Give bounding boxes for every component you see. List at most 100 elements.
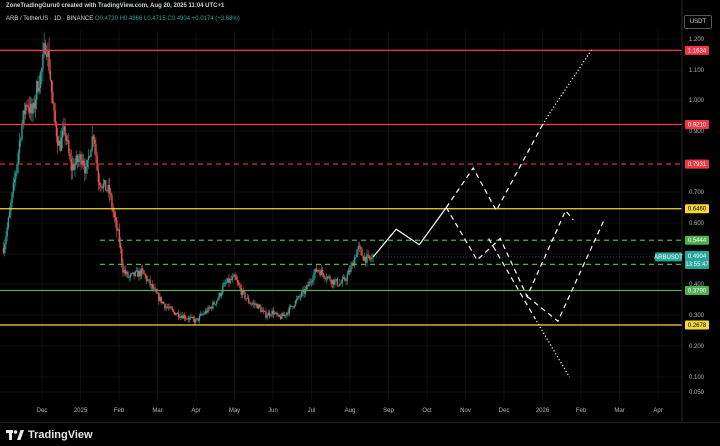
- candle-body: [185, 318, 187, 320]
- candle-body: [118, 229, 121, 243]
- candle-body: [74, 163, 76, 170]
- candle-body: [57, 136, 59, 146]
- candle-body: [42, 53, 44, 70]
- candle-body: [24, 104, 27, 115]
- candle-body: [61, 130, 64, 138]
- candle-body: [261, 310, 263, 313]
- candle-body: [55, 123, 58, 137]
- candle-body: [190, 317, 192, 319]
- candle-body: [52, 91, 54, 104]
- high-value: H0.4966: [119, 16, 143, 22]
- candle-body: [372, 254, 374, 258]
- candle-body: [91, 136, 93, 150]
- x-tick-label: 2025: [74, 408, 88, 414]
- candle-body: [112, 207, 114, 213]
- candle-body: [68, 140, 70, 153]
- candle-body: [234, 274, 236, 278]
- candle-body: [368, 255, 371, 259]
- candle-body: [180, 315, 182, 318]
- candle-body: [107, 185, 109, 191]
- candle-body: [34, 99, 37, 109]
- x-tick-label: Oct: [422, 408, 432, 414]
- candle-body: [202, 313, 204, 315]
- candle-body: [194, 319, 197, 323]
- candle-body: [358, 246, 361, 248]
- candle-body: [204, 310, 207, 314]
- candle-body: [292, 306, 294, 308]
- candle-body: [218, 293, 220, 299]
- projection-path: [488, 238, 536, 319]
- x-tick-label: Mar: [614, 408, 624, 414]
- candle-body: [267, 312, 270, 316]
- candle-body: [43, 43, 45, 54]
- candle-body: [95, 143, 97, 156]
- candle-body: [100, 184, 102, 188]
- candle-body: [86, 160, 88, 167]
- candle-body: [135, 270, 138, 272]
- candle-body: [116, 220, 118, 231]
- candle-body: [97, 170, 100, 182]
- candle-body: [47, 49, 49, 57]
- level-price-label: 0.5444: [688, 238, 707, 244]
- candle-body: [291, 305, 293, 307]
- level-price-label: 0.9210: [688, 122, 707, 128]
- candle-body: [278, 314, 281, 317]
- candle-body: [360, 247, 362, 250]
- y-tick-label: 0.050: [689, 390, 705, 396]
- candle-body: [48, 49, 50, 71]
- candle-body: [84, 165, 86, 174]
- candle-body: [50, 79, 53, 92]
- projection-path: [534, 317, 570, 378]
- projection-path: [445, 124, 544, 212]
- candle-body: [134, 271, 137, 277]
- candle-body: [319, 271, 321, 276]
- x-tick-label: Dec: [499, 408, 510, 414]
- candle-body: [348, 270, 351, 272]
- candle-body: [199, 314, 202, 316]
- level-price-label: 0.7931: [688, 162, 707, 168]
- candle-body: [268, 312, 271, 316]
- candle-body: [11, 192, 13, 204]
- candle-body: [71, 164, 74, 171]
- candle-body: [160, 296, 162, 303]
- candle-body: [80, 154, 82, 165]
- candle-body: [138, 270, 140, 277]
- symbol-tag-label: ARBUSDT: [654, 255, 683, 261]
- candle-body: [206, 310, 208, 313]
- candle-body: [127, 271, 129, 278]
- candle-body: [122, 263, 124, 273]
- candle-body: [367, 254, 369, 256]
- symbol-name[interactable]: ARB / TetherUS · 1D · BINANCE: [6, 16, 94, 22]
- candle-body: [162, 301, 165, 304]
- candle-body: [220, 292, 223, 296]
- candle-body: [15, 172, 17, 180]
- brand[interactable]: TradingView: [6, 427, 93, 442]
- candle-body: [23, 110, 26, 115]
- x-tick-label: Dec: [37, 408, 48, 414]
- candle-body: [299, 296, 302, 298]
- candle-body: [329, 276, 331, 281]
- candle-body: [132, 272, 134, 274]
- x-tick-label: Mar: [152, 408, 162, 414]
- currency-button[interactable]: USDT: [684, 15, 712, 29]
- candle-body: [273, 312, 276, 315]
- candle-body: [198, 315, 201, 321]
- candle-body: [288, 306, 291, 314]
- x-tick-label: Feb: [114, 408, 125, 414]
- candle-body: [148, 279, 150, 281]
- candle-body: [217, 298, 219, 302]
- y-tick-label: 0.900: [689, 129, 705, 135]
- candle-body: [130, 273, 133, 275]
- candle-body: [150, 284, 153, 286]
- y-tick-label: 0.200: [689, 344, 705, 350]
- candle-body: [37, 81, 39, 92]
- candle-body: [44, 43, 47, 55]
- candle-body: [307, 285, 309, 287]
- candle-body: [314, 268, 316, 274]
- candle-body: [344, 277, 346, 281]
- change-value: +0.0174 (+3.68%): [191, 16, 240, 22]
- candle-body: [330, 280, 332, 284]
- candle-body: [105, 180, 107, 191]
- candle-body: [188, 317, 191, 320]
